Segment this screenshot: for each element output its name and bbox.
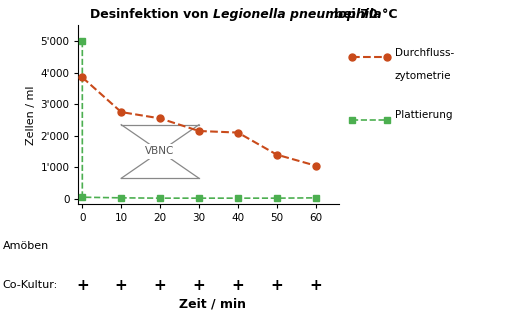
Text: +: + [231,278,244,293]
Text: +: + [192,278,205,293]
Y-axis label: Zellen / ml: Zellen / ml [26,85,36,145]
Text: +: + [309,278,321,293]
Text: VBNC: VBNC [145,146,174,157]
Text: +: + [115,278,127,293]
Text: Zeit / min: Zeit / min [179,298,245,311]
Text: 2: 2 [9,289,19,304]
Text: +: + [270,278,283,293]
Text: Legionella pneumophila: Legionella pneumophila [212,8,380,21]
Text: Plattierung: Plattierung [394,110,451,120]
Text: Amöben: Amöben [3,241,48,251]
Text: +: + [76,278,88,293]
Text: Desinfektion von: Desinfektion von [89,8,212,21]
Text: Durchfluss-: Durchfluss- [394,48,453,58]
Text: zytometrie: zytometrie [394,71,450,81]
Text: +: + [154,278,166,293]
Text: Co-Kultur:: Co-Kultur: [3,280,58,290]
Text: bei 70 °C: bei 70 °C [327,8,396,21]
